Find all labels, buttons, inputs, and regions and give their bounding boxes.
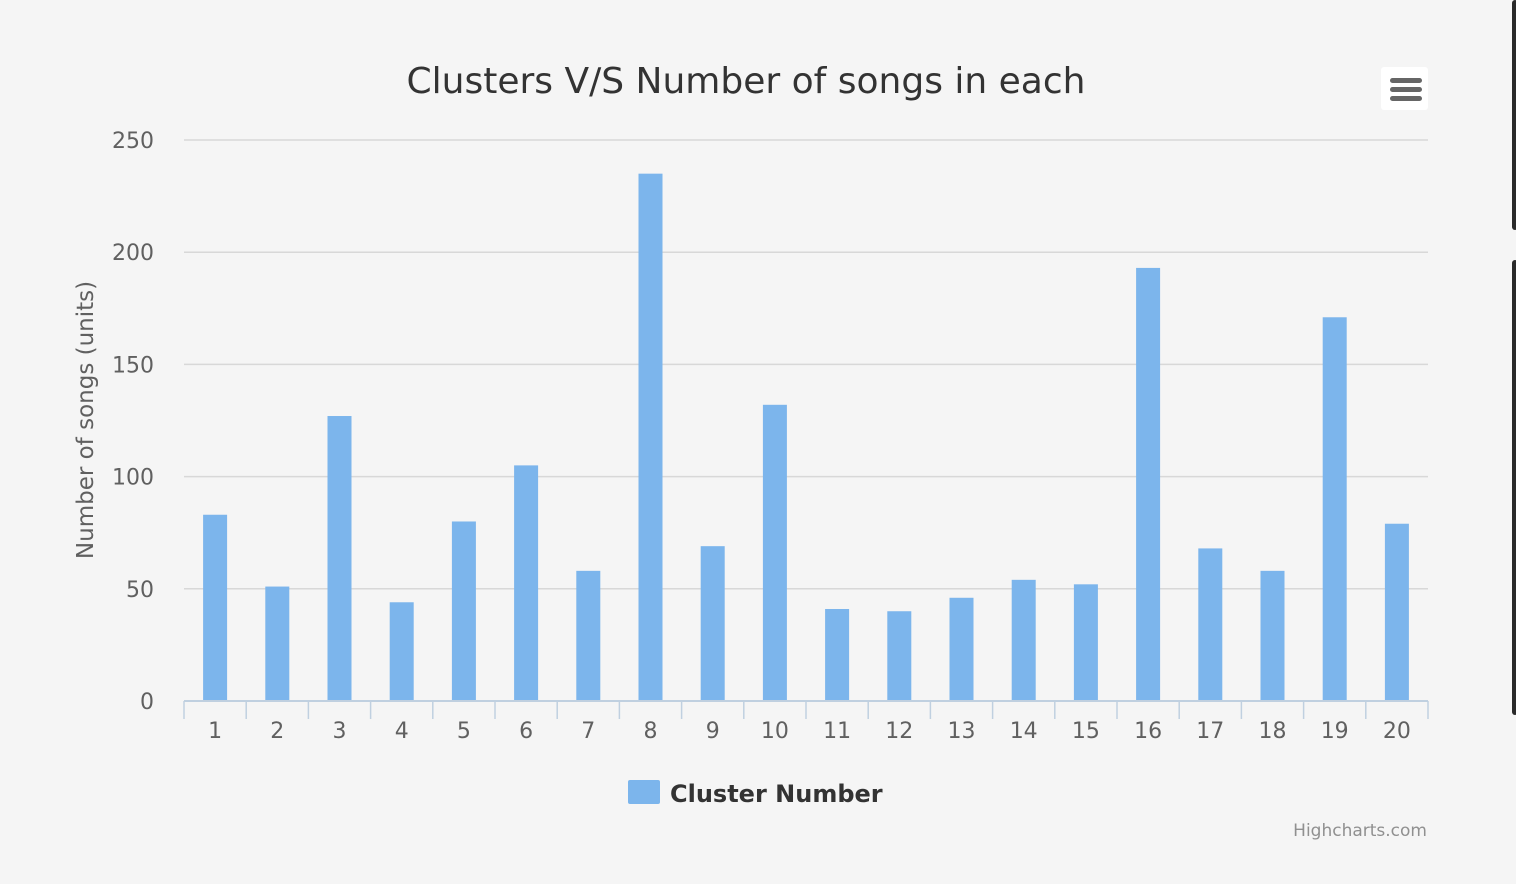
hamburger-menu-icon[interactable] (1390, 78, 1422, 101)
x-tick-label: 20 (1383, 719, 1411, 744)
bar-cluster-16[interactable] (1136, 267, 1161, 701)
bars (203, 173, 1409, 701)
x-tick-label: 6 (519, 719, 533, 744)
bar-cluster-3[interactable] (327, 416, 352, 701)
y-tick-label: 0 (140, 690, 154, 715)
bar-cluster-17[interactable] (1198, 548, 1223, 701)
x-tick-label: 9 (706, 719, 720, 744)
x-tick-label: 14 (1010, 719, 1038, 744)
x-tick-label: 8 (644, 719, 658, 744)
x-tick-label: 16 (1134, 719, 1162, 744)
x-tick-label: 18 (1259, 719, 1287, 744)
x-tick-label: 19 (1321, 719, 1349, 744)
page-edge-bar-bottom (1512, 260, 1516, 715)
legend-swatch[interactable] (628, 780, 660, 804)
bar-cluster-20[interactable] (1384, 523, 1409, 701)
y-axis-tick-labels: 0 50 100 150 200 250 (112, 129, 154, 715)
x-tick-label: 4 (395, 719, 409, 744)
x-tick-label: 15 (1072, 719, 1100, 744)
legend[interactable]: Cluster Number (628, 780, 883, 808)
y-tick-label: 50 (126, 578, 154, 603)
y-tick-label: 250 (112, 129, 154, 154)
bar-cluster-5[interactable] (451, 521, 476, 701)
y-tick-label: 150 (112, 353, 154, 378)
x-tick-label: 3 (333, 719, 347, 744)
chart-menu-button[interactable] (1381, 67, 1428, 110)
y-tick-label: 200 (112, 241, 154, 266)
x-tick-label: 12 (885, 719, 913, 744)
bar-cluster-7[interactable] (576, 570, 601, 701)
bar-cluster-2[interactable] (265, 586, 290, 701)
x-tick-label: 2 (270, 719, 284, 744)
x-axis: 1 2 3 4 5 6 7 8 9 10 11 12 13 14 15 16 17 18 19 20 (183, 700, 1429, 744)
bar-cluster-9[interactable] (700, 546, 725, 701)
x-tick-label: 7 (581, 719, 595, 744)
x-tick-label: 5 (457, 719, 471, 744)
x-tick-label: 11 (823, 719, 851, 744)
bar-cluster-1[interactable] (203, 514, 228, 701)
bar-cluster-19[interactable] (1322, 317, 1347, 701)
bar-cluster-14[interactable] (1011, 579, 1036, 701)
bar-cluster-13[interactable] (949, 597, 974, 701)
bar-cluster-12[interactable] (887, 611, 912, 701)
bar-cluster-4[interactable] (389, 602, 414, 701)
bar-cluster-15[interactable] (1073, 584, 1098, 701)
y-tick-label: 100 (112, 466, 154, 491)
x-tick-label: 1 (208, 719, 222, 744)
x-tick-label: 17 (1196, 719, 1224, 744)
bar-cluster-10[interactable] (762, 404, 787, 701)
x-tick-label: 13 (948, 719, 976, 744)
page-edge-bar-top (1512, 0, 1516, 230)
bar-cluster-8[interactable] (638, 173, 663, 701)
x-tick-label: 10 (761, 719, 789, 744)
credits-link[interactable]: Highcharts.com (1293, 821, 1427, 841)
bar-cluster-18[interactable] (1260, 570, 1285, 701)
bar-cluster-6[interactable] (514, 465, 539, 701)
y-axis-title: Number of songs (units) (73, 281, 99, 559)
bar-cluster-11[interactable] (825, 608, 850, 701)
legend-label[interactable]: Cluster Number (670, 780, 883, 808)
chart-title: Clusters V/S Number of songs in each (407, 61, 1086, 102)
